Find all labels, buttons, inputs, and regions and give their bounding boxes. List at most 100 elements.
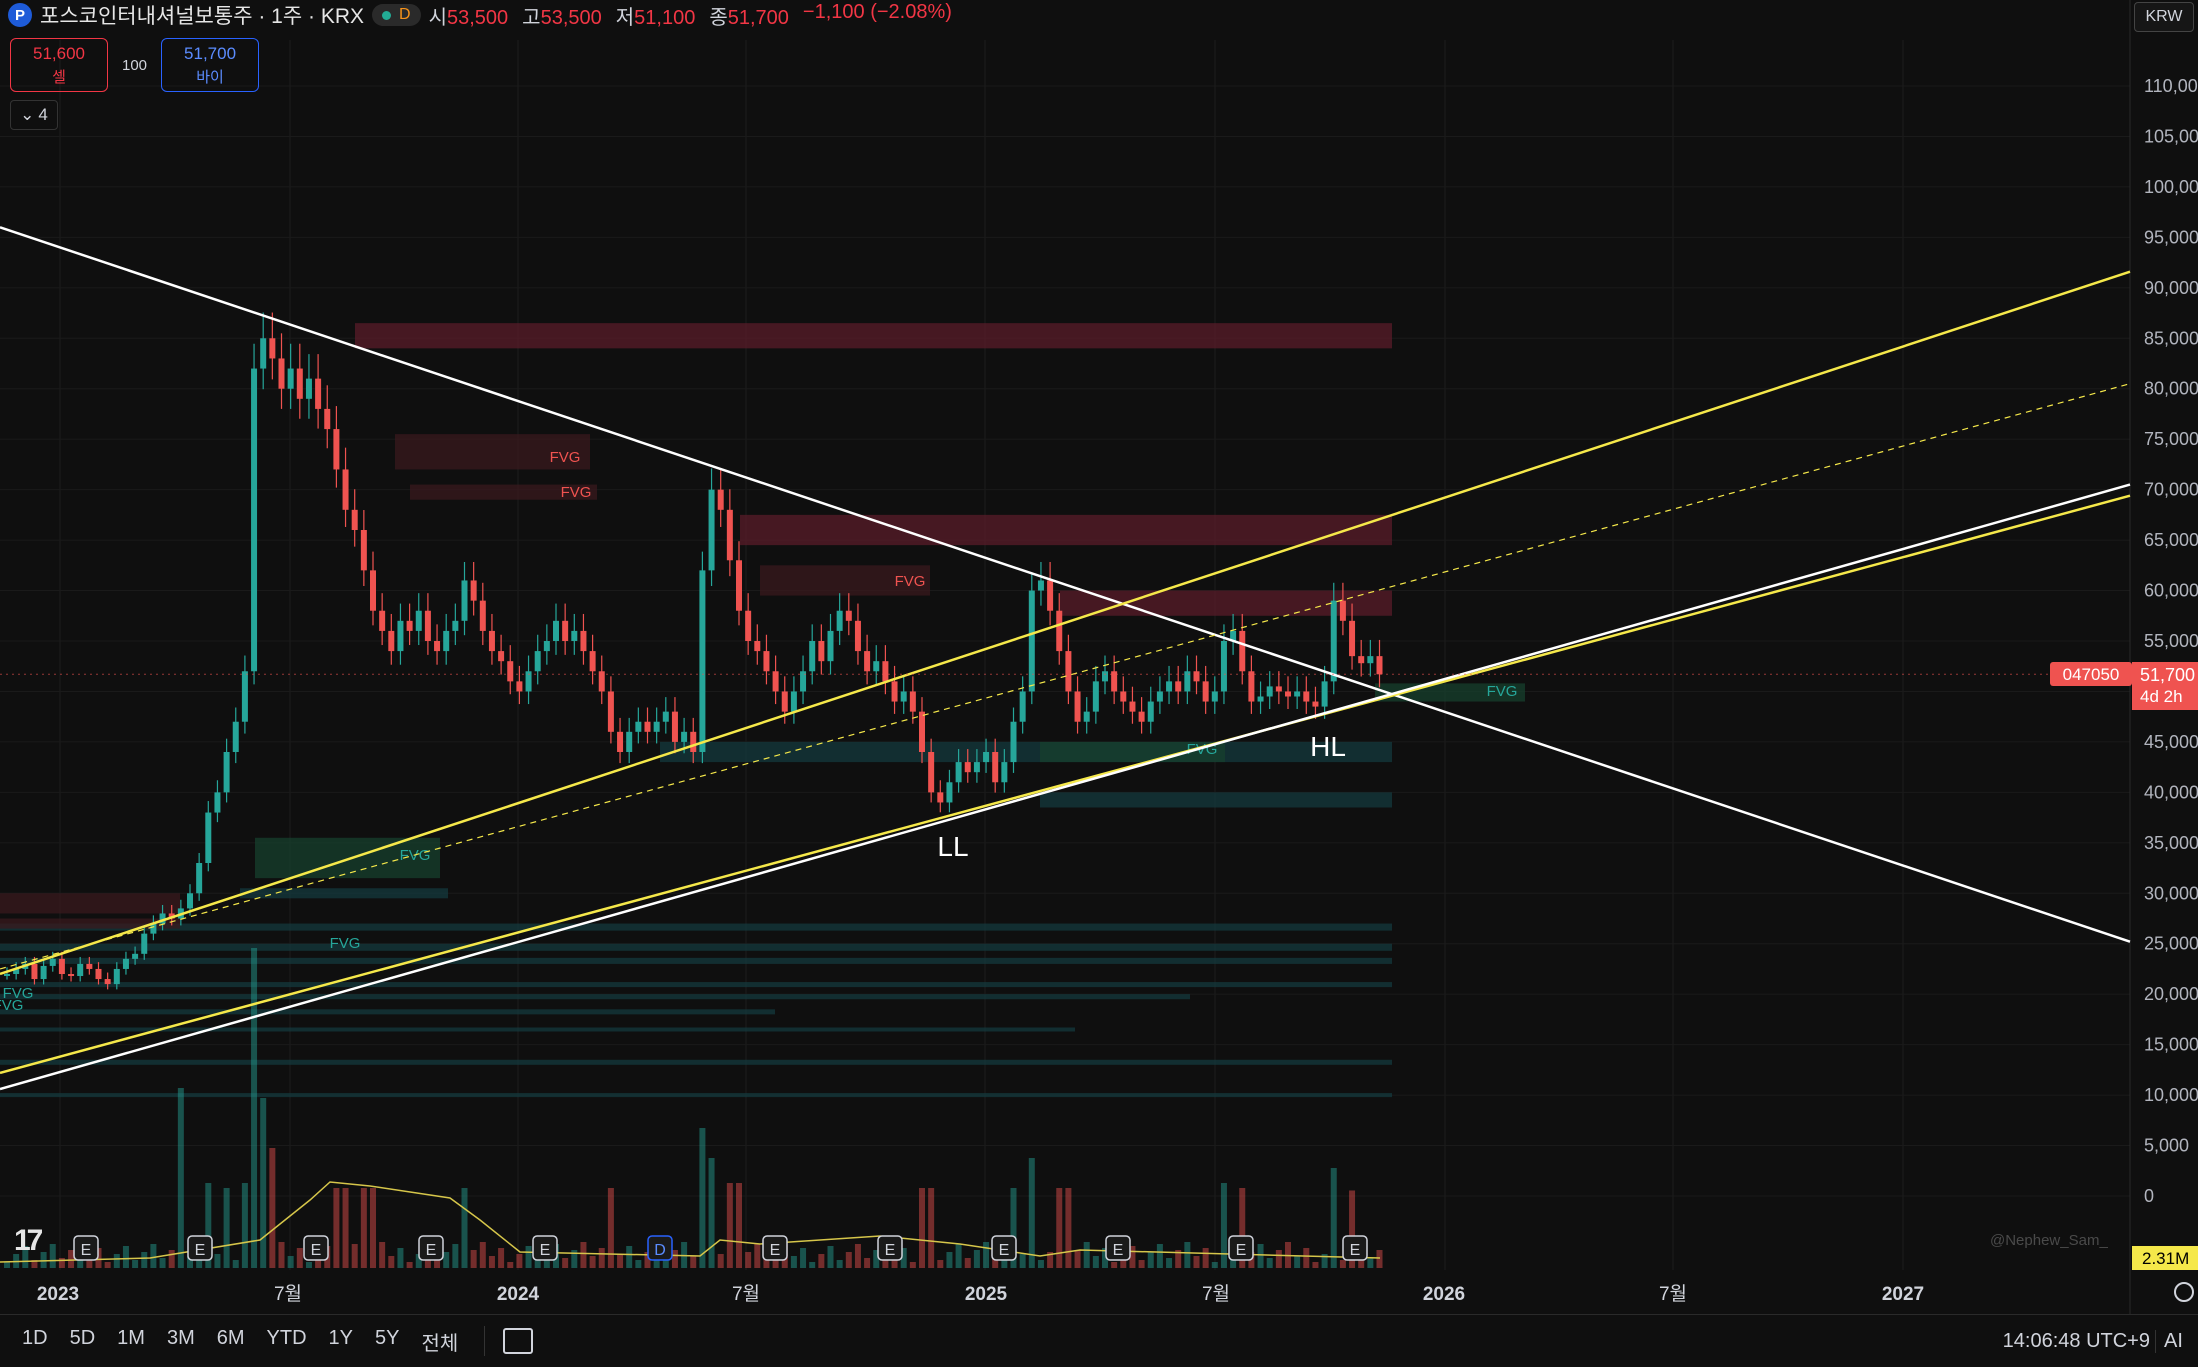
volume-bar	[589, 1256, 596, 1268]
volume-bar	[854, 1244, 861, 1268]
earnings-event-icon: E	[999, 1242, 1010, 1259]
auto-scale-button[interactable]: AI	[2155, 1329, 2198, 1353]
order-quantity[interactable]: 100	[122, 56, 148, 74]
candle-body	[507, 661, 514, 682]
indicators-count: 4	[38, 105, 48, 124]
price-marker-badge	[2050, 662, 2132, 686]
volume-bar	[607, 1188, 614, 1268]
range-button-3m[interactable]: 3M	[166, 1326, 195, 1349]
event-marker-badge	[418, 1235, 444, 1261]
volume-bar	[919, 1188, 925, 1268]
volume-bar	[717, 1254, 724, 1268]
candle-body	[983, 752, 990, 763]
volume-bar	[873, 1250, 880, 1268]
price-tick-label: 70,000	[2144, 480, 2198, 500]
change-value: −1,100 (−2.08%)	[802, 0, 952, 23]
fvg-zone-17	[0, 1027, 1075, 1032]
candle-body	[1166, 681, 1173, 692]
range-button-1d[interactable]: 1D	[22, 1326, 48, 1349]
close-value: 51,700	[727, 6, 789, 29]
volume-bar	[141, 1252, 148, 1268]
fvg-zone-7	[1040, 741, 1225, 763]
candle-body	[324, 408, 331, 430]
open-value: 53,500	[447, 6, 509, 29]
volume-bar	[260, 1098, 267, 1268]
volume-bar	[1367, 1258, 1374, 1268]
candle-body	[1239, 630, 1246, 672]
volume-bar	[1294, 1256, 1301, 1268]
volume-bar	[790, 1256, 797, 1268]
candle-body	[479, 600, 486, 631]
currency-button[interactable]: KRW	[2134, 2, 2194, 32]
clock-timezone[interactable]: 14:06:48 UTC+9	[2002, 1329, 2150, 1352]
indicators-toggle-button[interactable]: ⌄ 4	[10, 100, 58, 130]
candle-body	[607, 691, 614, 732]
candle-body	[836, 610, 843, 631]
close-label: 종	[709, 6, 728, 29]
price-chart[interactable]: 110,000 105,000 100,000 95,000 90,000 85,000 8…	[0, 0, 2198, 1314]
candle-body	[1257, 696, 1264, 702]
time-tick-label: 7월	[274, 1283, 302, 1305]
range-button-5y[interactable]: 5Y	[375, 1326, 400, 1349]
candle-body	[1358, 656, 1365, 664]
fvg-zone-22	[0, 918, 180, 929]
settings-gear-icon[interactable]	[2174, 1282, 2194, 1302]
low-value: 51,100	[634, 6, 696, 29]
time-tick-label: 7월	[732, 1283, 760, 1305]
market-status-badge[interactable]: D	[372, 4, 421, 26]
volume-bar	[1065, 1188, 1072, 1268]
volume-bar	[580, 1242, 587, 1268]
candle-body	[1193, 671, 1200, 682]
volume-bar	[470, 1250, 477, 1268]
range-button-1y[interactable]: 1Y	[328, 1326, 354, 1349]
event-marker-badge	[532, 1235, 558, 1261]
volume-bar	[1138, 1260, 1145, 1268]
candle-body	[964, 762, 971, 773]
range-button-6m[interactable]: 6M	[216, 1326, 245, 1349]
goto-date-calendar-icon[interactable]	[503, 1328, 534, 1354]
data-status-letter: D	[399, 6, 411, 23]
candle-body	[187, 893, 193, 909]
candle-body	[241, 671, 248, 722]
symbol-title[interactable]: 포스코인터내셔널보통주 · 1주 · KRX	[40, 5, 365, 28]
range-button-5d[interactable]: 5D	[69, 1326, 96, 1349]
fvg-label: FVG	[895, 573, 926, 590]
price-tick-label: 20,000	[2144, 984, 2198, 1004]
earnings-event-icon: E	[311, 1242, 322, 1259]
tradingview-logo-icon[interactable]: 17	[14, 1224, 43, 1257]
candle-body	[845, 610, 852, 621]
sell-button[interactable]: 51,600 셀	[10, 38, 108, 92]
range-button-ytd[interactable]: YTD	[266, 1326, 307, 1349]
candle-body	[278, 358, 285, 389]
range-button-1m[interactable]: 1M	[117, 1326, 145, 1349]
candle-body	[1330, 600, 1337, 682]
fvg-label: FVG	[1487, 683, 1518, 700]
candle-body	[470, 580, 477, 601]
candle-body	[104, 979, 111, 985]
price-tick-label: 55,000	[2144, 631, 2198, 651]
candle-body	[772, 671, 779, 692]
price-tick-label: 45,000	[2144, 732, 2198, 752]
candle-body	[543, 641, 550, 652]
price-tick-label: 5,000	[2144, 1136, 2189, 1156]
volume-bar	[809, 1262, 816, 1268]
candle-body	[370, 570, 376, 611]
candle-body	[269, 338, 276, 359]
candle-body	[809, 641, 816, 672]
candle-body	[1092, 681, 1099, 712]
range-button-all[interactable]: 전체	[421, 1332, 459, 1355]
buy-button[interactable]: 51,700 바이	[161, 38, 260, 92]
candle-body	[379, 610, 386, 631]
volume-bar	[406, 1262, 413, 1268]
volume-bar	[1019, 1254, 1026, 1268]
candle-body	[13, 968, 20, 974]
volume-bar	[214, 1254, 221, 1268]
candle-body	[1349, 620, 1356, 657]
candle-body	[717, 489, 724, 510]
volume-bar	[626, 1246, 633, 1268]
volume-bar	[49, 1244, 56, 1268]
candle-body	[873, 661, 880, 672]
volume-bar	[4, 1262, 10, 1268]
candle-body	[488, 630, 495, 652]
volume-bar	[562, 1258, 569, 1268]
